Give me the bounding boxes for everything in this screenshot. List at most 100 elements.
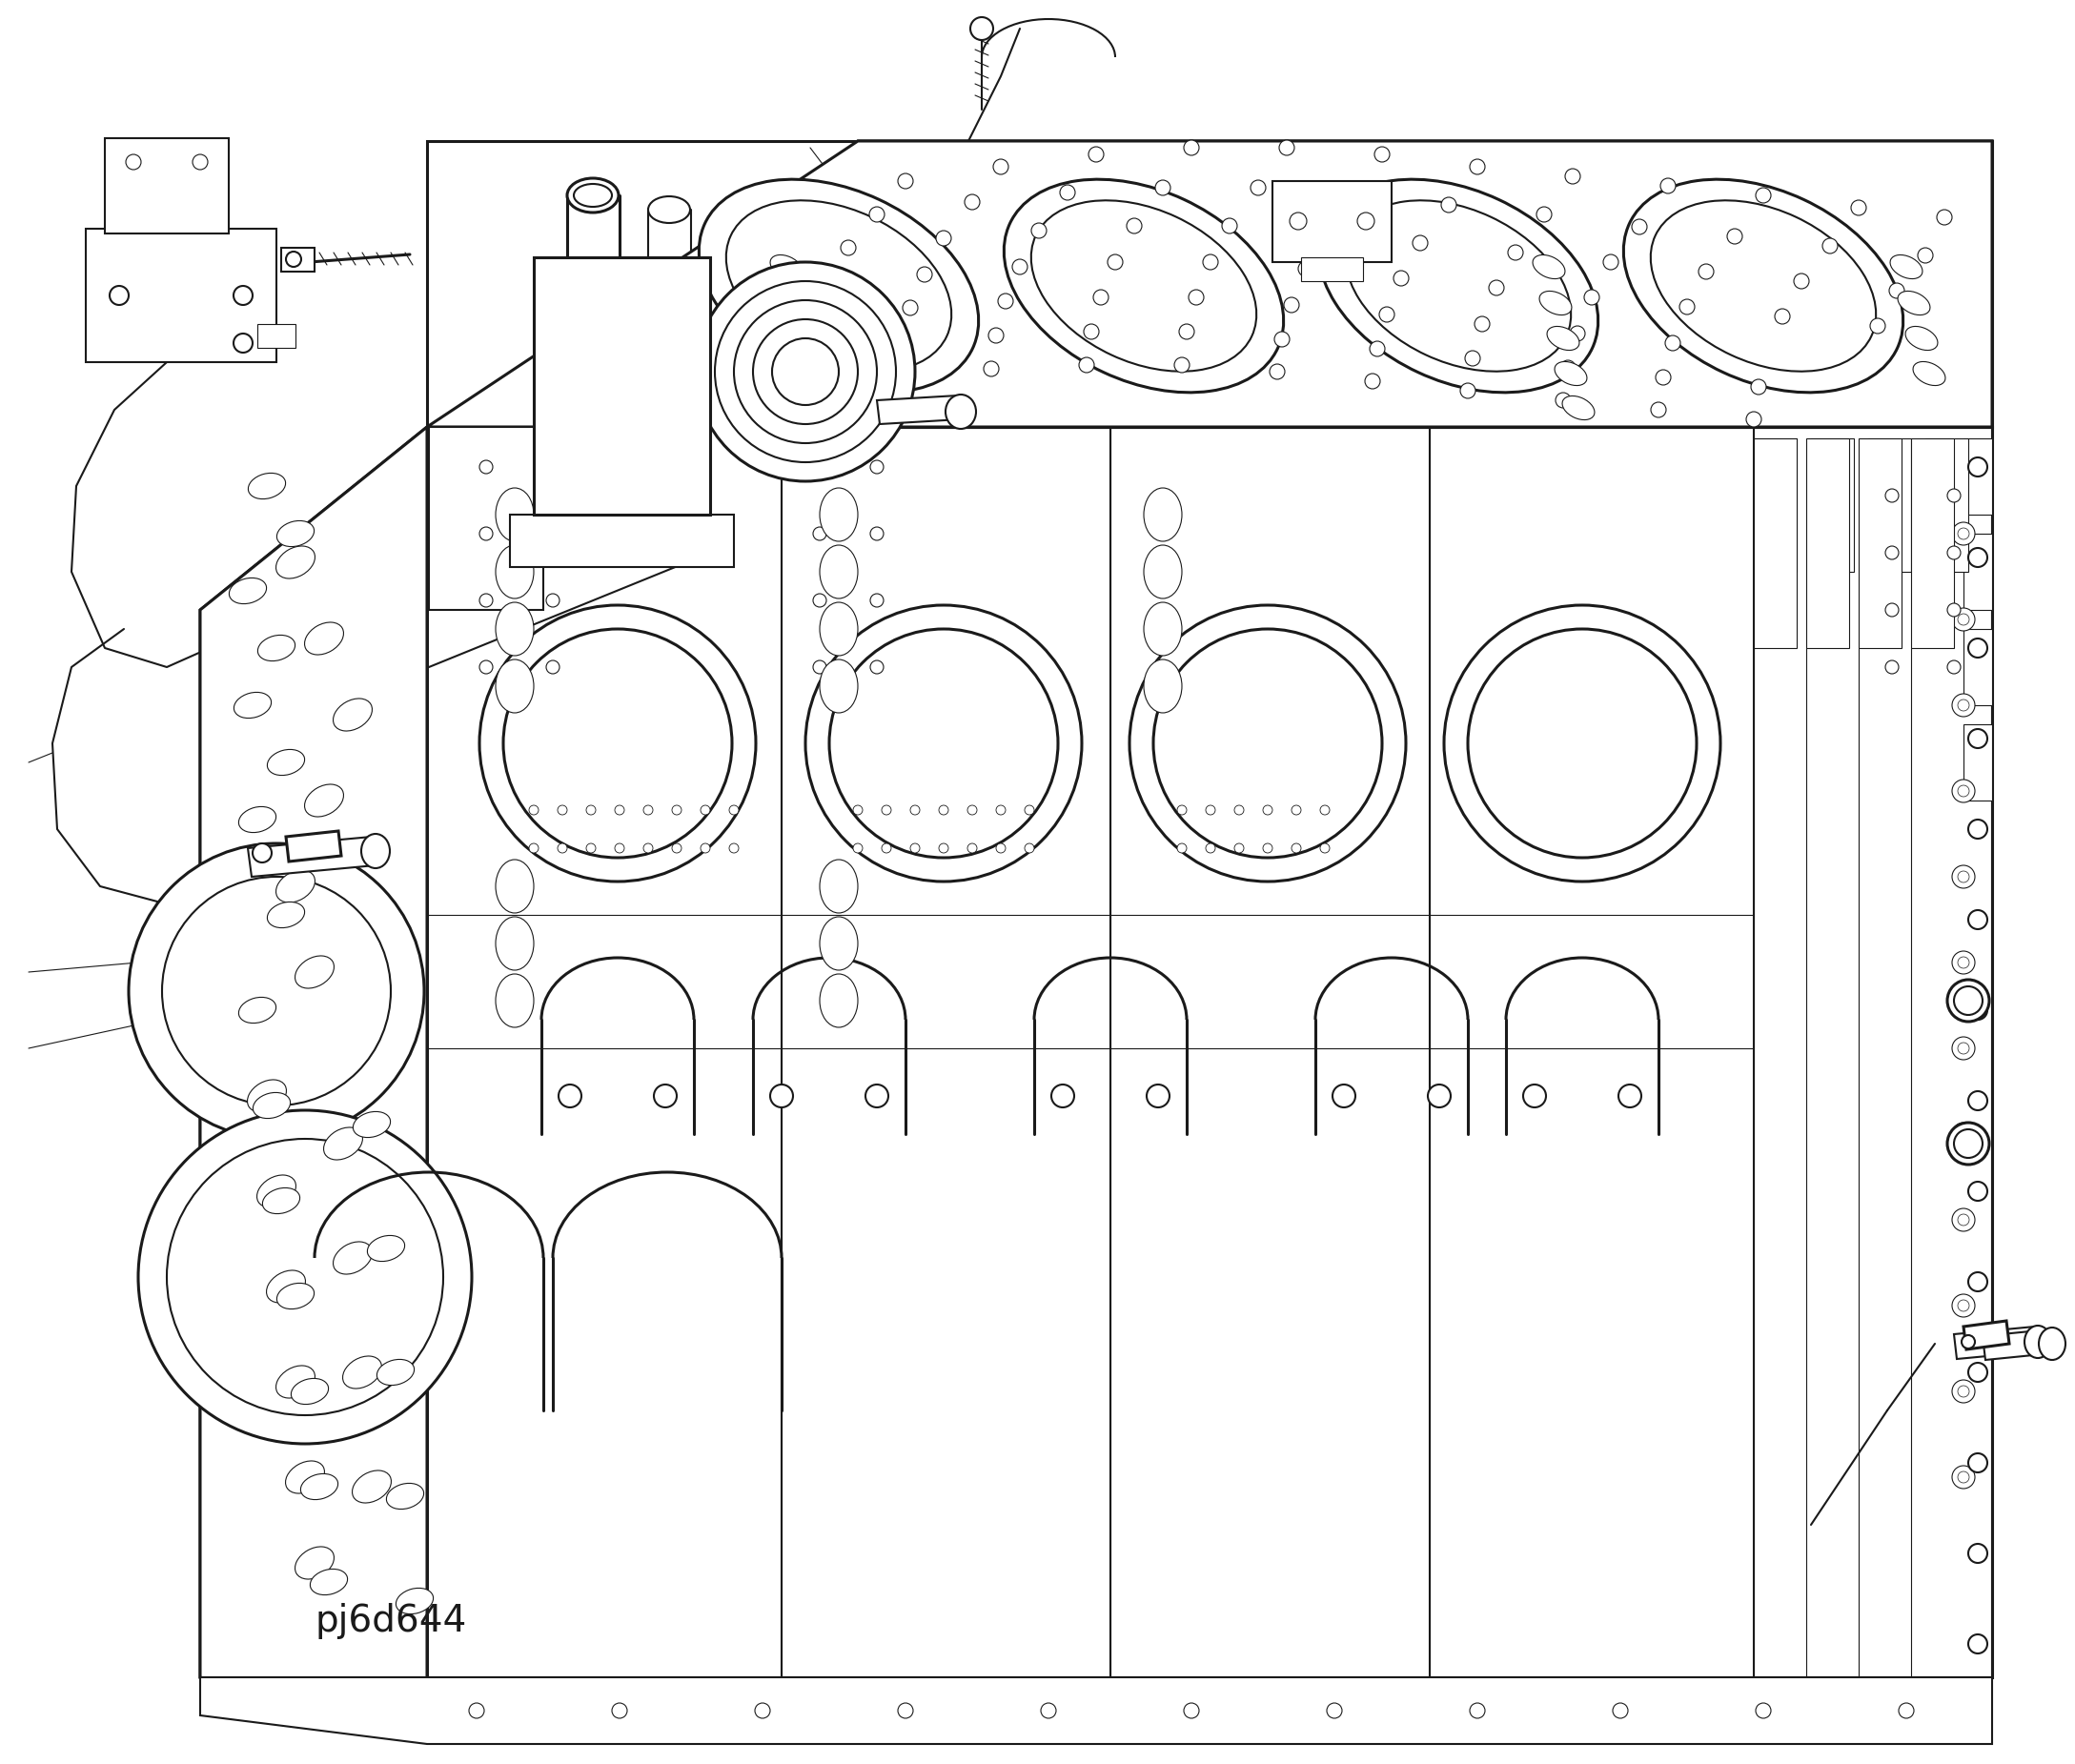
Circle shape xyxy=(869,660,884,674)
Circle shape xyxy=(735,300,878,443)
Circle shape xyxy=(716,280,896,462)
Circle shape xyxy=(1174,358,1189,372)
Circle shape xyxy=(1251,180,1266,196)
Circle shape xyxy=(1469,1702,1486,1718)
Circle shape xyxy=(869,460,884,475)
Circle shape xyxy=(1284,298,1299,312)
Circle shape xyxy=(807,307,822,323)
Ellipse shape xyxy=(1650,201,1876,372)
Circle shape xyxy=(1774,309,1791,325)
Ellipse shape xyxy=(367,1235,405,1261)
Circle shape xyxy=(1953,522,1975,545)
Circle shape xyxy=(805,605,1081,882)
Circle shape xyxy=(1969,639,1988,658)
Ellipse shape xyxy=(496,660,533,713)
Ellipse shape xyxy=(647,196,691,222)
Ellipse shape xyxy=(496,489,533,542)
Circle shape xyxy=(1394,270,1409,286)
Circle shape xyxy=(1955,986,1982,1014)
Circle shape xyxy=(1185,139,1199,155)
Circle shape xyxy=(504,630,732,857)
Ellipse shape xyxy=(353,1111,390,1138)
Circle shape xyxy=(1959,1300,1969,1311)
Ellipse shape xyxy=(1318,180,1598,392)
Circle shape xyxy=(1656,370,1670,385)
Circle shape xyxy=(1959,1471,1969,1484)
Circle shape xyxy=(1699,265,1714,279)
Polygon shape xyxy=(85,229,276,362)
Circle shape xyxy=(546,460,560,475)
Polygon shape xyxy=(427,141,1992,427)
Ellipse shape xyxy=(290,1378,328,1404)
Polygon shape xyxy=(1955,1327,2038,1358)
Ellipse shape xyxy=(234,691,272,718)
Ellipse shape xyxy=(253,1092,290,1118)
Ellipse shape xyxy=(820,660,857,713)
Circle shape xyxy=(1953,1208,1975,1231)
Circle shape xyxy=(1179,325,1195,339)
Polygon shape xyxy=(1911,439,1955,647)
Circle shape xyxy=(1370,340,1384,356)
Circle shape xyxy=(1565,169,1581,183)
Circle shape xyxy=(1374,146,1390,162)
Circle shape xyxy=(1206,843,1216,854)
Circle shape xyxy=(1318,226,1332,242)
Circle shape xyxy=(998,293,1013,309)
Circle shape xyxy=(1079,358,1094,372)
Ellipse shape xyxy=(268,750,305,776)
Circle shape xyxy=(1959,956,1969,968)
Circle shape xyxy=(1108,254,1123,270)
Ellipse shape xyxy=(276,520,313,547)
Circle shape xyxy=(1025,843,1033,854)
Polygon shape xyxy=(1963,439,1992,515)
Circle shape xyxy=(701,843,710,854)
Circle shape xyxy=(1660,178,1677,194)
Circle shape xyxy=(813,660,826,674)
Circle shape xyxy=(1652,402,1666,418)
Ellipse shape xyxy=(2025,1325,2052,1358)
Polygon shape xyxy=(430,427,544,610)
Circle shape xyxy=(1270,363,1284,379)
Circle shape xyxy=(1969,1182,1988,1201)
Circle shape xyxy=(529,806,540,815)
Ellipse shape xyxy=(566,178,618,212)
Circle shape xyxy=(1959,785,1969,797)
Circle shape xyxy=(1536,206,1552,222)
Circle shape xyxy=(1203,254,1218,270)
Ellipse shape xyxy=(257,1175,297,1208)
Ellipse shape xyxy=(788,358,822,381)
Circle shape xyxy=(1631,219,1648,235)
Circle shape xyxy=(813,460,826,475)
Circle shape xyxy=(938,806,948,815)
Circle shape xyxy=(1428,1085,1450,1108)
Circle shape xyxy=(585,806,596,815)
Circle shape xyxy=(1747,411,1762,427)
Circle shape xyxy=(1222,219,1237,233)
Circle shape xyxy=(1969,1092,1988,1110)
Circle shape xyxy=(903,300,917,316)
Circle shape xyxy=(755,1702,770,1718)
Circle shape xyxy=(1946,1122,1990,1164)
Polygon shape xyxy=(1963,1321,2009,1349)
Ellipse shape xyxy=(1890,254,1921,279)
Circle shape xyxy=(1959,700,1969,711)
Circle shape xyxy=(1490,280,1504,295)
Circle shape xyxy=(1357,212,1374,229)
Circle shape xyxy=(1886,603,1899,617)
Ellipse shape xyxy=(286,1461,324,1494)
Circle shape xyxy=(1969,729,1988,748)
Ellipse shape xyxy=(276,1282,313,1309)
Circle shape xyxy=(1969,1000,1988,1020)
Polygon shape xyxy=(427,141,1992,427)
Circle shape xyxy=(479,605,755,882)
Circle shape xyxy=(1320,806,1330,815)
Circle shape xyxy=(911,843,919,854)
Circle shape xyxy=(967,806,977,815)
Circle shape xyxy=(1961,1335,1975,1348)
Ellipse shape xyxy=(820,917,857,970)
Ellipse shape xyxy=(496,859,533,914)
Polygon shape xyxy=(533,258,710,515)
Circle shape xyxy=(1953,1037,1975,1060)
Ellipse shape xyxy=(228,579,266,603)
Polygon shape xyxy=(1982,1330,2052,1360)
